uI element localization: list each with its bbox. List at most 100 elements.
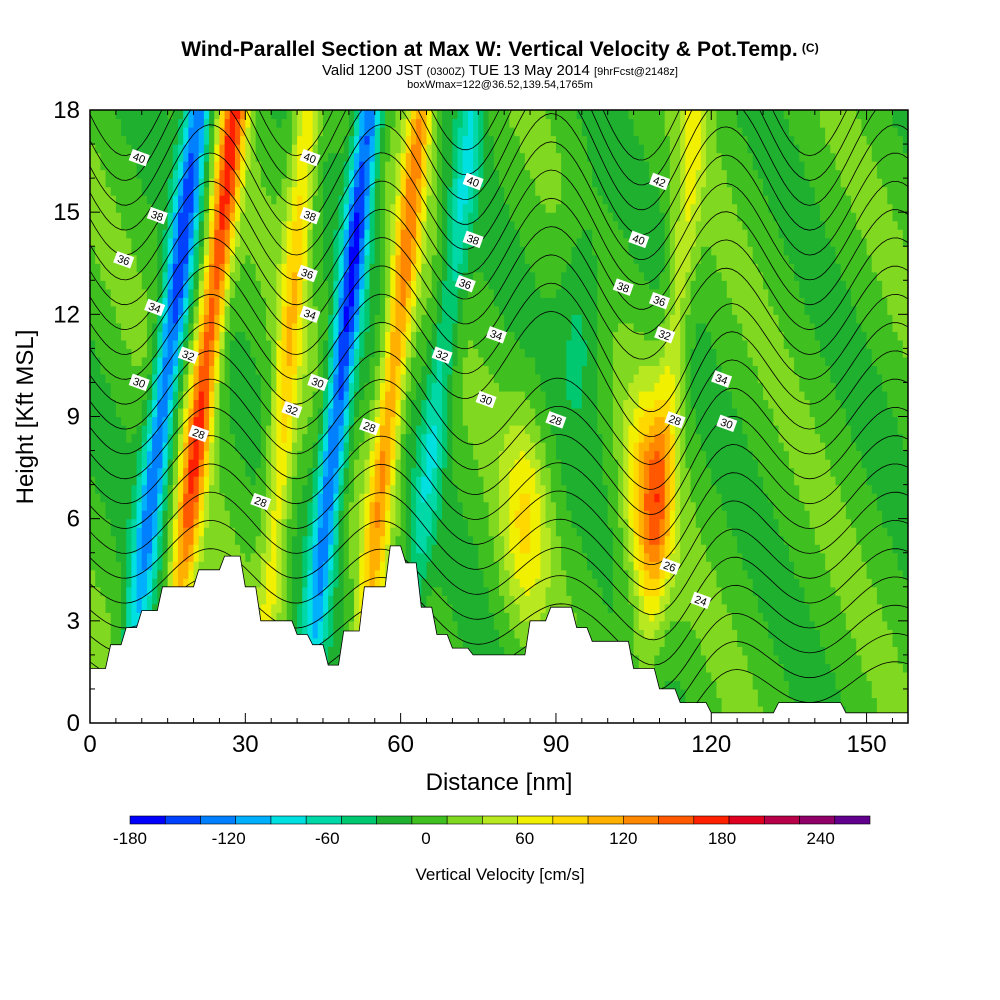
field-cell — [322, 620, 329, 630]
field-cell — [364, 271, 371, 281]
field-cell — [333, 425, 340, 435]
field-cell — [297, 493, 303, 503]
field-cell — [203, 476, 210, 486]
field-cell — [126, 365, 133, 375]
field-cell — [291, 254, 298, 264]
field-cell — [395, 169, 402, 179]
field-cell — [410, 169, 417, 179]
field-cell — [395, 459, 402, 469]
field-cell — [203, 373, 210, 384]
field-cell — [245, 195, 252, 205]
field-cell — [131, 561, 138, 571]
field-cell — [266, 459, 272, 469]
field-cell — [379, 501, 386, 511]
field-cell — [110, 484, 117, 494]
field-cell — [322, 365, 329, 375]
field-cell — [333, 135, 340, 145]
field-cell — [379, 118, 386, 128]
field-cell — [307, 586, 314, 596]
field-cell — [110, 425, 117, 435]
field-cell — [90, 476, 96, 486]
field-cell — [395, 178, 402, 188]
field-cell — [136, 305, 143, 315]
field-cell — [188, 186, 195, 196]
field-cell — [317, 476, 324, 486]
field-cell — [266, 442, 272, 452]
field-cell — [162, 110, 169, 120]
field-cell — [390, 220, 397, 230]
field-cell — [343, 305, 350, 315]
field-cell — [281, 271, 288, 281]
field-cell — [416, 220, 422, 230]
field-cell — [162, 237, 169, 247]
field-cell — [431, 186, 438, 196]
field-cell — [291, 442, 298, 452]
field-cell — [255, 203, 262, 213]
field-cell — [447, 586, 454, 596]
field-cell — [234, 373, 241, 384]
chart-title: Wind-Parallel Section at Max W: Vertical… — [0, 38, 1000, 62]
field-cell — [183, 178, 189, 188]
field-cell — [276, 535, 283, 545]
field-cell — [328, 637, 334, 647]
field-cell — [255, 484, 262, 494]
field-cell — [266, 246, 272, 256]
field-cell — [431, 407, 438, 418]
field-cell — [338, 135, 345, 145]
field-cell — [178, 365, 184, 375]
field-cell — [343, 382, 350, 392]
field-cell — [379, 203, 386, 213]
field-cell — [276, 603, 283, 613]
field-cell — [100, 178, 107, 188]
field-cell — [317, 331, 324, 341]
field-cell — [136, 365, 143, 375]
field-cell — [302, 254, 309, 264]
field-cell — [328, 501, 334, 511]
field-cell — [131, 288, 138, 298]
field-cell — [240, 356, 246, 367]
field-cell — [203, 322, 210, 332]
field-cell — [374, 535, 381, 545]
field-cell — [152, 416, 158, 426]
field-cell — [152, 356, 158, 367]
field-cell — [229, 118, 236, 128]
field-cell — [157, 442, 164, 452]
field-cell — [291, 493, 298, 503]
field-cell — [369, 297, 376, 307]
field-cell — [234, 127, 241, 137]
field-cell — [343, 595, 350, 605]
field-cell — [343, 220, 350, 230]
field-cell — [307, 603, 314, 613]
field-cell — [250, 271, 257, 281]
field-cell — [322, 237, 329, 247]
field-cell — [291, 365, 298, 375]
field-cell — [442, 382, 448, 392]
field-cell — [250, 569, 257, 579]
field-cell — [110, 144, 117, 154]
field-cell — [172, 220, 179, 230]
field-cell — [338, 510, 345, 520]
field-cell — [229, 254, 236, 264]
field-cell — [183, 271, 189, 281]
field-cell — [136, 288, 143, 298]
field-cell — [343, 169, 350, 179]
field-cell — [400, 484, 407, 494]
field-cell — [312, 603, 319, 613]
field-cell — [183, 220, 189, 230]
field-cell — [178, 544, 184, 554]
field-cell — [234, 271, 241, 281]
field-cell — [421, 229, 428, 239]
field-cell — [286, 578, 293, 588]
field-cell — [110, 288, 117, 298]
field-cell — [141, 356, 148, 367]
field-cell — [322, 161, 329, 171]
field-cell — [328, 416, 334, 426]
field-cell — [203, 493, 210, 503]
field-cell — [426, 390, 433, 401]
field-cell — [162, 271, 169, 281]
field-cell — [115, 178, 122, 188]
field-cell — [219, 212, 226, 222]
field-cell — [374, 152, 381, 162]
field-cell — [317, 586, 324, 596]
field-cell — [385, 552, 391, 562]
